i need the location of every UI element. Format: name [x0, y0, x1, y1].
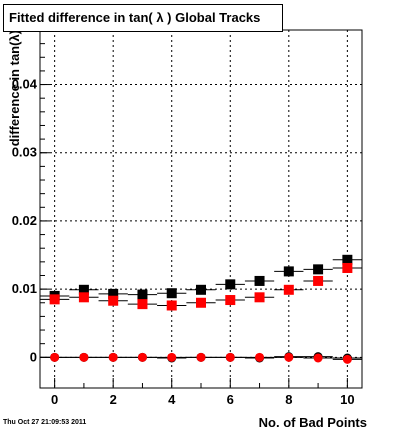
- data-point-circle: [284, 352, 294, 362]
- data-point-square: [166, 300, 177, 311]
- data-point-square: [78, 292, 89, 303]
- data-point-square: [342, 262, 353, 273]
- data-point-square: [137, 299, 148, 310]
- data-point-square: [137, 289, 148, 300]
- data-point-square: [313, 264, 324, 275]
- x-tick-label: 0: [51, 392, 58, 407]
- y-tick-label: 0.02: [12, 213, 37, 228]
- y-tick-label: 0: [30, 349, 37, 364]
- data-point-circle: [196, 352, 206, 362]
- data-point-square: [342, 254, 353, 265]
- data-point-square: [108, 295, 119, 306]
- y-axis-label: difference in tan(λ): [7, 30, 22, 146]
- plot-frame: [39, 29, 363, 389]
- x-tick-label: 10: [340, 392, 354, 407]
- tick-labels: 0 2 4 6 8 10 0 0.01 0.02 0.03 0.04: [12, 77, 355, 407]
- data-point-circle: [167, 352, 177, 362]
- data-point-square: [78, 284, 89, 295]
- data-point-circle: [137, 352, 147, 362]
- data-point-circle: [79, 352, 89, 362]
- data-point-circle: [342, 354, 352, 364]
- x-tick-label: 4: [168, 392, 176, 407]
- chart-title: Fitted difference in tan( λ ) Global Tra…: [3, 4, 283, 32]
- data-points: [40, 254, 362, 364]
- x-tick-label: 8: [285, 392, 292, 407]
- data-point-circle: [50, 352, 60, 362]
- x-tick-label: 6: [227, 392, 234, 407]
- timestamp: Thu Oct 27 21:09:53 2011: [3, 419, 87, 426]
- data-point-square: [196, 284, 206, 295]
- x-axis-label: No. of Bad Points: [259, 415, 367, 430]
- data-point-square: [225, 279, 236, 290]
- data-point-square: [313, 275, 324, 286]
- data-point-square: [166, 288, 177, 299]
- data-point-square: [283, 284, 294, 295]
- x-tick-label: 2: [110, 392, 117, 407]
- y-tick-label: 0.04: [12, 77, 38, 92]
- data-point-square: [254, 292, 265, 303]
- data-point-circle: [225, 352, 235, 362]
- y-tick-label: 0.03: [12, 145, 37, 160]
- data-point-square: [225, 295, 236, 306]
- data-point-square: [254, 275, 265, 286]
- data-point-circle: [108, 352, 118, 362]
- y-tick-label: 0.01: [12, 281, 37, 296]
- data-point-circle: [313, 353, 323, 363]
- data-point-square: [196, 297, 206, 308]
- data-point-circle: [255, 352, 265, 362]
- data-point-square: [283, 266, 294, 277]
- data-point-square: [49, 294, 60, 305]
- data-point-square: [108, 288, 119, 299]
